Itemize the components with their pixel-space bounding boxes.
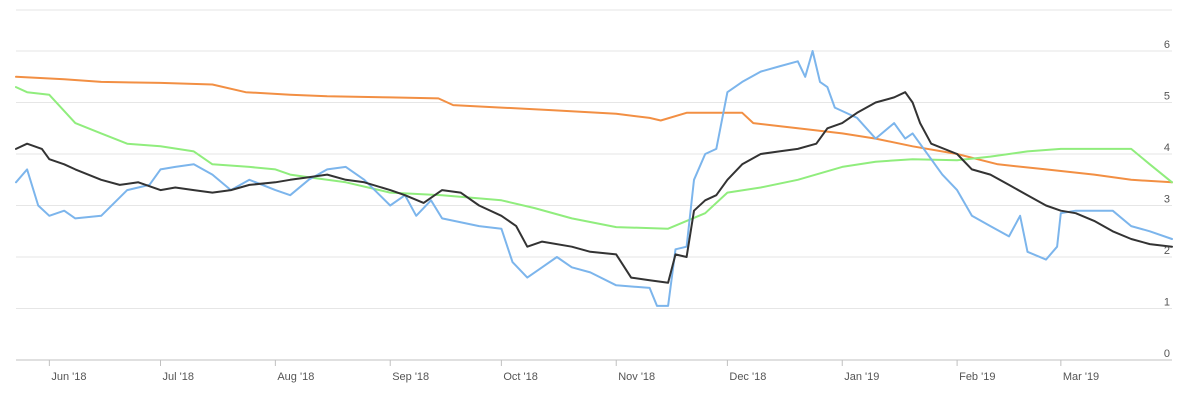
y-tick-label: 6 [1164,39,1170,51]
x-tick-label: Feb '19 [959,371,995,383]
x-tick-label: Aug '18 [277,371,314,383]
y-tick-label: 3 [1164,194,1170,206]
y-tick-label: 5 [1164,91,1170,103]
gridlines [16,9,1172,361]
series-layer [15,50,1173,307]
y-axis: 0 1 2 3 4 5 6 [1164,39,1170,360]
y-tick-label: 1 [1164,297,1170,309]
x-tick-label: Sep '18 [392,371,429,383]
series-line-2[interactable] [15,86,1173,230]
x-tick-label: Mar '19 [1063,371,1099,383]
series-line-4[interactable] [15,91,1173,284]
x-tick-label: Jun '18 [51,371,86,383]
x-tick-label: Jan '19 [844,371,879,383]
y-tick-label: 2 [1164,245,1170,257]
x-tick-label: Nov '18 [618,371,655,383]
series-line-1[interactable] [15,75,1173,184]
x-tick-label: Oct '18 [503,371,538,383]
x-tick-label: Jul '18 [163,371,194,383]
y-tick-label: 4 [1164,142,1170,154]
y-tick-label: 0 [1164,348,1170,360]
x-tick-label: Dec '18 [729,371,766,383]
x-axis: Jun '18 Jul '18 Aug '18 Sep '18 Oct '18 Nov '… [16,359,1172,383]
series-line-3[interactable] [15,50,1173,307]
